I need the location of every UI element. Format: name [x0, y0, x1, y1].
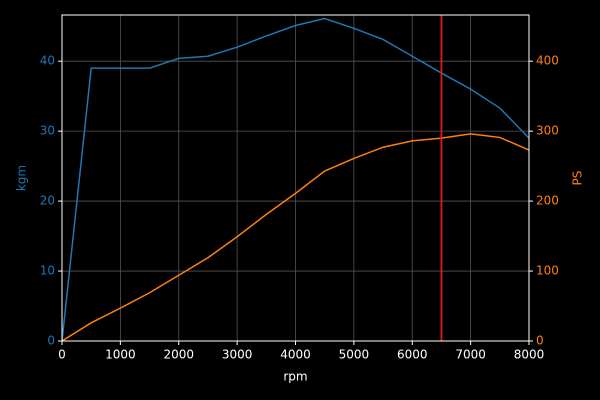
y2-tick-label: 0: [536, 334, 544, 348]
x-tick-label: 7000: [455, 348, 486, 362]
y2-tick-label: 100: [536, 264, 559, 278]
plot-frame: [61, 14, 530, 342]
y-tick-label: 0: [47, 334, 55, 348]
x-tick-label: 0: [58, 348, 66, 362]
y2-tick-label: 200: [536, 194, 559, 208]
y-axis-label: kgm: [15, 165, 29, 191]
y2-tick-label: 400: [536, 54, 559, 68]
x-tick-label: 6000: [397, 348, 428, 362]
y-tick-label: 30: [40, 124, 55, 138]
line-series: [61, 133, 530, 342]
y2-axis-label: PS: [571, 171, 585, 186]
x-tick-label: 8000: [514, 348, 545, 362]
x-axis-label: rpm: [283, 370, 307, 384]
y-tick-label: 40: [40, 54, 55, 68]
line-series: [61, 17, 530, 342]
y-tick-label: 10: [40, 264, 55, 278]
x-tick-label: 5000: [339, 348, 370, 362]
x-tick-label: 4000: [280, 348, 311, 362]
y-tick-label: 20: [40, 194, 55, 208]
x-tick-label: 2000: [163, 348, 194, 362]
x-tick-label: 1000: [105, 348, 136, 362]
y2-tick-label: 300: [536, 124, 559, 138]
x-tick-label: 3000: [222, 348, 253, 362]
